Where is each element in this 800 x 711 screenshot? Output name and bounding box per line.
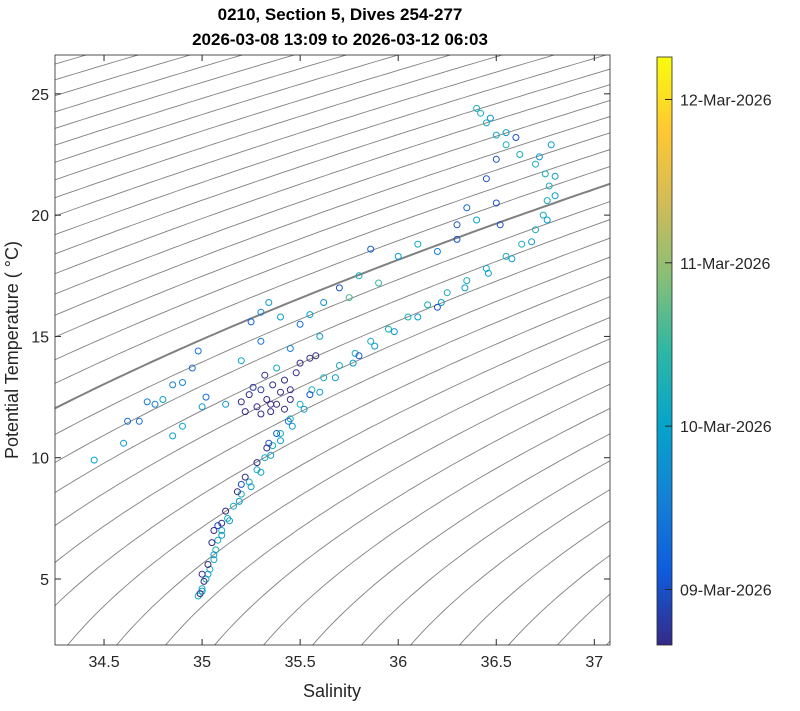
isopycnal-line: [548, 641, 610, 706]
x-tick-label: 35: [193, 654, 211, 671]
y-tick-label: 10: [31, 451, 49, 468]
x-tick-label: 36.5: [481, 654, 512, 671]
x-tick-label: 36: [389, 654, 407, 671]
y-tick-label: 20: [31, 208, 49, 225]
colorbar-tick-label: 11-Mar-2026: [680, 256, 771, 273]
chart-title-line-1: 0210, Section 5, Dives 254-277: [218, 5, 463, 24]
y-axis-label: Potential Temperature ( °C): [2, 241, 22, 459]
x-tick-label: 35.5: [285, 654, 316, 671]
x-tick-label: 34.5: [88, 654, 119, 671]
colorbar-tick-label: 10-Mar-2026: [680, 419, 772, 436]
colorbar: [657, 57, 672, 645]
colorbar-tick-label: 12-Mar-2026: [680, 92, 772, 109]
chart-title-line-2: 2026-03-08 13:09 to 2026-03-12 06:03: [192, 30, 488, 49]
y-tick-label: 15: [31, 329, 49, 346]
x-tick-label: 37: [585, 654, 603, 671]
y-tick-label: 5: [40, 572, 49, 589]
x-axis-label: Salinity: [303, 681, 361, 701]
y-tick-label: 25: [31, 87, 49, 104]
colorbar-ticks: 09-Mar-2026 10-Mar-2026 11-Mar-2026 12-Mar-…: [665, 92, 772, 599]
colorbar-tick-label: 09-Mar-2026: [680, 582, 772, 599]
isopycnal-line: [55, 0, 610, 4]
